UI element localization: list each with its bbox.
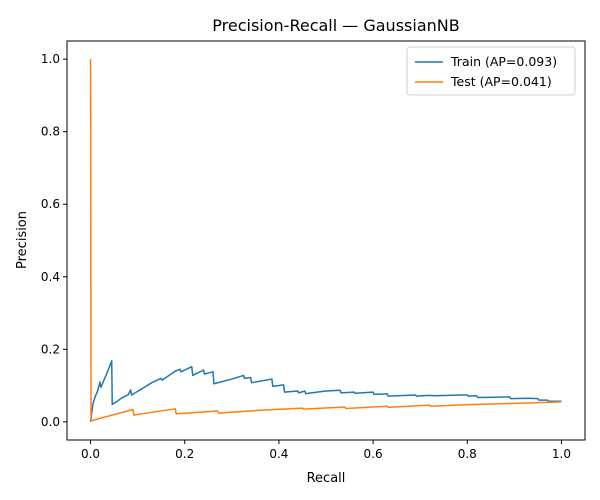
y-tick-label: 0.4 [41, 270, 60, 284]
series-line-1 [89, 59, 562, 422]
x-tick-label: 0.4 [269, 447, 288, 461]
x-axis: 0.0 0.2 0.4 0.6 0.8 1.0 [81, 440, 571, 461]
y-tick-label: 0.8 [41, 125, 60, 139]
x-tick-label: 0.2 [175, 447, 194, 461]
y-tick-label: 1.0 [41, 52, 60, 66]
y-axis: 0.0 0.2 0.4 0.6 0.8 1.0 [41, 52, 67, 429]
series-line-0 [89, 360, 562, 422]
series-layer [89, 59, 562, 422]
y-tick-label: 0.2 [41, 342, 60, 356]
legend-label: Train (AP=0.093) [450, 54, 557, 69]
chart-title: Precision-Recall — GaussianNB [212, 16, 459, 35]
plot-area [66, 40, 586, 441]
legend: Train (AP=0.093) Test (AP=0.041) [406, 46, 576, 96]
x-tick-label: 1.0 [552, 447, 571, 461]
x-tick-label: 0.6 [364, 447, 383, 461]
x-tick-label: 0.0 [81, 447, 100, 461]
y-tick-label: 0.0 [41, 415, 60, 429]
plot-frame [66, 40, 586, 441]
x-tick-label: 0.8 [458, 447, 477, 461]
legend-label: Test (AP=0.041) [450, 74, 552, 89]
y-axis-label: Precision [15, 211, 30, 269]
y-tick-label: 0.6 [41, 197, 60, 211]
legend-box [406, 46, 576, 96]
x-axis-label: Recall [307, 471, 346, 486]
